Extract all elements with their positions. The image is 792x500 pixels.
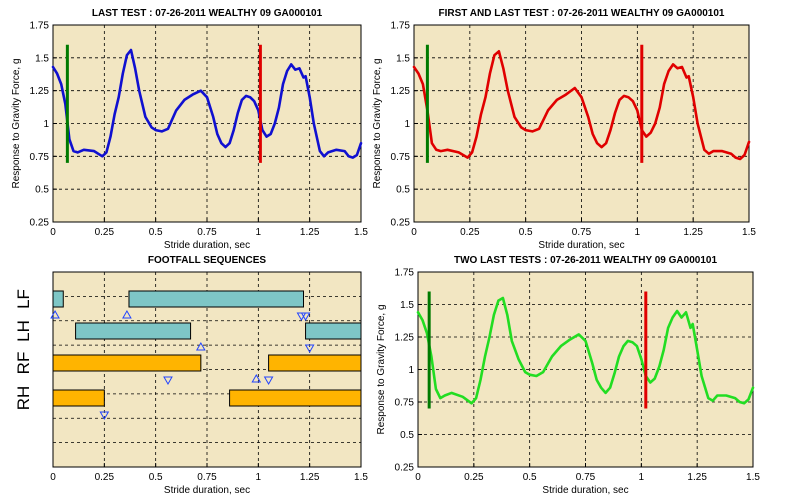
x-tick-label: 0.25 bbox=[464, 472, 484, 483]
x-tick-label: 1.25 bbox=[300, 227, 320, 238]
y-tick-label: 0.75 bbox=[391, 152, 411, 163]
event-triangle bbox=[195, 341, 206, 351]
footfall-bar bbox=[305, 322, 362, 340]
x-tick-label: 1.25 bbox=[687, 472, 707, 483]
footfall-bar bbox=[52, 354, 202, 372]
series-line bbox=[416, 296, 755, 405]
x-tick-label: 0 bbox=[411, 227, 417, 238]
last-test-chart: 0 0.25 0.5 0.75 1 1.25 1.50.250.50.7511.251.51… bbox=[11, 8, 368, 251]
footfall-bar bbox=[229, 389, 362, 407]
x-tick-label: 1.5 bbox=[354, 472, 368, 483]
y-axis-label: Response to Gravity Force, g bbox=[372, 58, 383, 188]
x-tick-label: 0.75 bbox=[576, 472, 596, 483]
x-tick-label: 0.5 bbox=[519, 227, 533, 238]
x-tick-label: 1 bbox=[635, 227, 641, 238]
y-tick-label: 0.5 bbox=[396, 185, 410, 196]
x-tick-label: 0.75 bbox=[572, 227, 592, 238]
chart-title: TWO LAST TESTS : 07-26-2011 WEALTHY 09 G… bbox=[454, 255, 717, 266]
x-tick-label: 1.25 bbox=[683, 227, 703, 238]
x-tick-label: 0 bbox=[415, 472, 421, 483]
chart-title: LAST TEST : 07-26-2011 WEALTHY 09 GA0001… bbox=[92, 8, 323, 19]
event-triangle bbox=[122, 309, 132, 319]
y-tick-label: 1 bbox=[43, 119, 49, 130]
chart-title: FOOTFALL SEQUENCES bbox=[148, 255, 266, 266]
lane-label: RF bbox=[14, 352, 33, 375]
y-tick-label: 1 bbox=[404, 119, 410, 130]
lane-label: LH bbox=[14, 320, 33, 342]
series-line bbox=[51, 48, 363, 159]
y-tick-label: 1.75 bbox=[395, 268, 415, 279]
series-line bbox=[412, 49, 751, 161]
y-tick-label: 1 bbox=[408, 365, 414, 376]
event-triangle bbox=[263, 376, 274, 386]
x-tick-label: 0 bbox=[50, 227, 56, 238]
footfall-bar bbox=[52, 290, 64, 308]
footfall-bar bbox=[52, 389, 105, 407]
footfall-bar bbox=[128, 290, 305, 308]
y-axis-label: Response to Gravity Force, g bbox=[11, 58, 22, 188]
x-tick-label: 0.5 bbox=[149, 227, 163, 238]
y-tick-label: 0.75 bbox=[30, 152, 50, 163]
chart-title: FIRST AND LAST TEST : 07-26-2011 WEALTHY… bbox=[438, 8, 724, 19]
y-tick-label: 0.25 bbox=[391, 218, 411, 229]
lane-label: LF bbox=[14, 289, 33, 309]
x-tick-label: 0.5 bbox=[149, 472, 163, 483]
y-tick-label: 0.25 bbox=[395, 463, 415, 474]
y-axis-label: Response to Gravity Force, g bbox=[376, 304, 387, 434]
first-and-last-test-chart: 0 0.25 0.5 0.75 1 1.25 1.50.250.50.7511.251.51… bbox=[372, 8, 756, 251]
x-tick-label: 0 bbox=[50, 472, 56, 483]
y-tick-label: 0.75 bbox=[395, 398, 415, 409]
event-triangle bbox=[304, 344, 315, 354]
x-tick-label: 0.5 bbox=[523, 472, 537, 483]
event-triangle bbox=[50, 309, 60, 319]
x-tick-label: 1.5 bbox=[354, 227, 368, 238]
event-triangle bbox=[251, 373, 262, 383]
y-tick-label: 0.5 bbox=[35, 185, 49, 196]
x-tick-label: 0.25 bbox=[460, 227, 480, 238]
x-tick-label: 1.25 bbox=[300, 472, 320, 483]
footfall-bar bbox=[268, 354, 362, 372]
x-axis-label: Stride duration, sec bbox=[538, 240, 624, 251]
x-tick-label: 1 bbox=[639, 472, 645, 483]
y-tick-label: 0.25 bbox=[30, 218, 50, 229]
x-axis-label: Stride duration, sec bbox=[542, 485, 628, 496]
y-tick-label: 1.5 bbox=[400, 300, 414, 311]
x-tick-label: 1.5 bbox=[746, 472, 760, 483]
x-tick-label: 0.75 bbox=[197, 472, 217, 483]
y-tick-label: 1.5 bbox=[35, 53, 49, 64]
x-axis-label: Stride duration, sec bbox=[164, 485, 250, 496]
x-tick-label: 1 bbox=[256, 472, 262, 483]
x-tick-label: 1 bbox=[256, 227, 262, 238]
y-tick-label: 1.75 bbox=[30, 21, 50, 32]
y-tick-label: 1.25 bbox=[391, 86, 411, 97]
y-tick-label: 1.25 bbox=[30, 86, 50, 97]
event-triangle bbox=[300, 312, 311, 322]
event-triangle bbox=[163, 376, 173, 386]
y-tick-label: 1.5 bbox=[396, 53, 410, 64]
x-axis-label: Stride duration, sec bbox=[164, 240, 250, 251]
x-tick-label: 1.5 bbox=[742, 227, 756, 238]
event-triangle bbox=[99, 411, 110, 421]
footfall-bar bbox=[75, 322, 192, 340]
y-tick-label: 0.5 bbox=[400, 430, 414, 441]
y-tick-label: 1.25 bbox=[395, 333, 415, 344]
x-tick-label: 0.25 bbox=[95, 472, 115, 483]
x-tick-label: 0.75 bbox=[197, 227, 217, 238]
lane-label: RH bbox=[14, 386, 33, 411]
y-tick-label: 1.75 bbox=[391, 21, 411, 32]
two-last-tests-chart: 0 0.25 0.5 0.75 1 1.25 1.50.250.50.7511.251.51… bbox=[376, 255, 760, 496]
footfall-sequences-chart: 0 0.25 0.5 0.75 1 1.25 1.5 LF LH RF RH FOOTFALL SEQ… bbox=[14, 255, 368, 496]
x-tick-label: 0.25 bbox=[95, 227, 115, 238]
